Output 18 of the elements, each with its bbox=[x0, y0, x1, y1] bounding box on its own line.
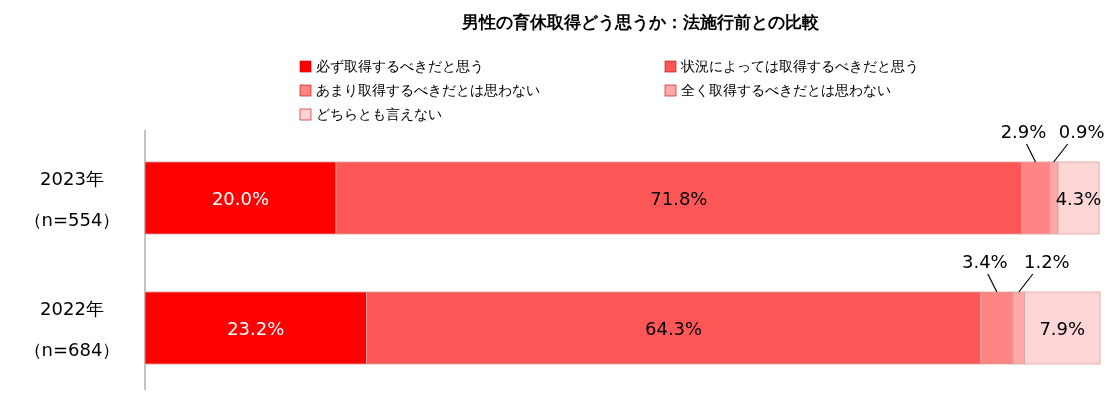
legend-item: 状況によっては取得するべきだと思う bbox=[664, 58, 919, 74]
data-label: 2.9% bbox=[1000, 121, 1047, 142]
legend-item: 全く取得するべきだとは思わない bbox=[664, 82, 891, 98]
data-label: 64.3% bbox=[645, 318, 703, 339]
data-label: 71.8% bbox=[650, 188, 708, 209]
chart-title: 男性の育休取得どう思うか：法施行前との比較 bbox=[460, 12, 820, 32]
data-label: 1.2% bbox=[1023, 251, 1070, 272]
legend-item: 必ず取得するべきだと思う bbox=[299, 58, 484, 74]
data-label: 7.9% bbox=[1039, 318, 1086, 339]
data-label: 4.3% bbox=[1055, 188, 1102, 209]
data-label: 20.0% bbox=[211, 188, 270, 209]
y-tick-label: 2023年（n=554） bbox=[23, 167, 121, 230]
data-label: 23.2% bbox=[227, 318, 285, 339]
data-label: 3.4% bbox=[961, 251, 1008, 272]
legend-item: あまり取得するべきだとは思わない bbox=[299, 82, 540, 98]
y-tick-label: 2022年（n=684） bbox=[23, 297, 121, 360]
data-label: 0.9% bbox=[1058, 121, 1105, 142]
legend-item: どちらとも言えない bbox=[299, 106, 442, 122]
